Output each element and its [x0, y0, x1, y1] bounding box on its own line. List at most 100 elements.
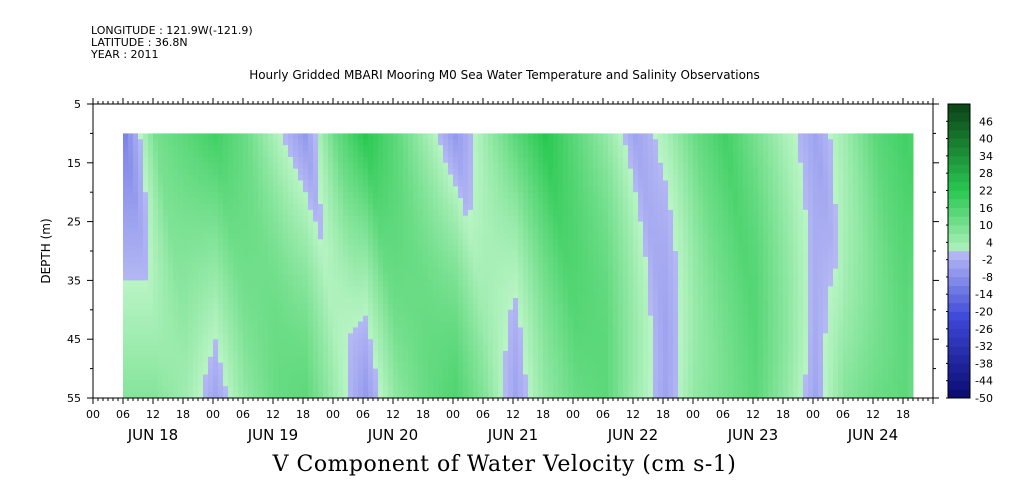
heatmap-cell [568, 245, 574, 252]
heatmap-cell [283, 309, 289, 317]
heatmap-cell [238, 156, 244, 164]
heatmap-cell [203, 145, 209, 152]
heatmap-cell [158, 203, 164, 211]
heatmap-cell [218, 174, 224, 181]
heatmap-cell [608, 327, 614, 334]
heatmap-cell [223, 198, 229, 205]
heatmap-cell [358, 356, 364, 364]
heatmap-cell [198, 239, 204, 246]
heatmap-cell [273, 321, 279, 328]
heatmap-cell [368, 374, 374, 381]
heatmap-cell [383, 350, 389, 358]
heatmap-cell [613, 386, 619, 393]
heatmap-cell [458, 362, 464, 370]
heatmap-cell [333, 156, 339, 164]
heatmap-cell [583, 315, 589, 323]
heatmap-cell [458, 303, 464, 311]
heatmap-cell [608, 180, 614, 187]
heatmap-cell [248, 227, 254, 234]
heatmap-cell [633, 145, 639, 152]
heatmap-cell [618, 139, 624, 146]
heatmap-cell [268, 256, 274, 264]
heatmap-cell [148, 156, 154, 164]
heatmap-cell [183, 380, 189, 387]
heatmap-cell [338, 192, 344, 199]
heatmap-cell [503, 303, 509, 311]
heatmap-cell [378, 156, 384, 164]
heatmap-cell [593, 298, 599, 305]
heatmap-cell [563, 386, 569, 393]
heatmap-cell [128, 362, 134, 370]
heatmap-cell [243, 180, 249, 187]
heatmap-cell [618, 274, 624, 281]
heatmap-cell [473, 339, 479, 346]
heatmap-cell [353, 180, 359, 187]
heatmap-cell [593, 327, 599, 334]
heatmap-cell [658, 327, 664, 334]
heatmap-cell [583, 386, 589, 393]
heatmap-cell [223, 345, 229, 352]
heatmap-cell [158, 145, 164, 152]
heatmap-cell [563, 162, 569, 170]
heatmap-cell [208, 374, 214, 381]
heatmap-cell [158, 292, 164, 299]
heatmap-cell [488, 180, 494, 187]
heatmap-cell [238, 245, 244, 252]
heatmap-cell [143, 374, 149, 381]
heatmap-cell [293, 303, 299, 311]
heatmap-cell [488, 321, 494, 328]
heatmap-cell [153, 192, 159, 199]
heatmap-cell [618, 239, 624, 246]
heatmap-cell [588, 333, 594, 340]
heatmap-cell [633, 198, 639, 205]
heatmap-cell [563, 286, 569, 293]
heatmap-cell [203, 350, 209, 358]
heatmap-cell [218, 192, 224, 199]
heatmap-cell [438, 239, 444, 246]
heatmap-cell [303, 298, 309, 305]
heatmap-cell [258, 180, 264, 187]
heatmap-cell [373, 333, 379, 340]
heatmap-cell [513, 180, 519, 187]
heatmap-cell [403, 356, 409, 364]
heatmap-cell [578, 392, 584, 399]
heatmap-cell [358, 315, 364, 323]
heatmap-cell [378, 274, 384, 281]
heatmap-cell [198, 233, 204, 240]
heatmap-cell [538, 239, 544, 246]
heatmap-cell [183, 362, 189, 370]
heatmap-cell [203, 309, 209, 317]
heatmap-cell [433, 374, 439, 381]
heatmap-cell [263, 245, 269, 252]
heatmap-cell [253, 256, 259, 264]
heatmap-cell [598, 298, 604, 305]
heatmap-cell [158, 339, 164, 346]
heatmap-cell [473, 292, 479, 299]
heatmap-cell [528, 368, 534, 375]
heatmap-cell [658, 227, 664, 234]
heatmap-cell [448, 180, 454, 187]
heatmap-cell [648, 174, 654, 181]
heatmap-cell [408, 303, 414, 311]
heatmap-cell [613, 198, 619, 205]
heatmap-cell [218, 350, 224, 358]
heatmap-cell [518, 268, 524, 276]
heatmap-cell [483, 168, 489, 176]
heatmap-cell [593, 221, 599, 228]
heatmap-cell [503, 298, 509, 305]
heatmap-cell [538, 374, 544, 381]
heatmap-cell [458, 180, 464, 187]
heatmap-cell [258, 203, 264, 211]
heatmap-cell [518, 198, 524, 205]
heatmap-cell [263, 227, 269, 234]
heatmap-cell [198, 198, 204, 205]
heatmap-cell [468, 309, 474, 317]
heatmap-cell [203, 151, 209, 158]
heatmap-cell [593, 274, 599, 281]
heatmap-cell [513, 350, 519, 358]
heatmap-cell [383, 368, 389, 375]
heatmap-cell [408, 162, 414, 170]
heatmap-cell [223, 315, 229, 323]
heatmap-cell [658, 239, 664, 246]
heatmap-cell [178, 145, 184, 152]
